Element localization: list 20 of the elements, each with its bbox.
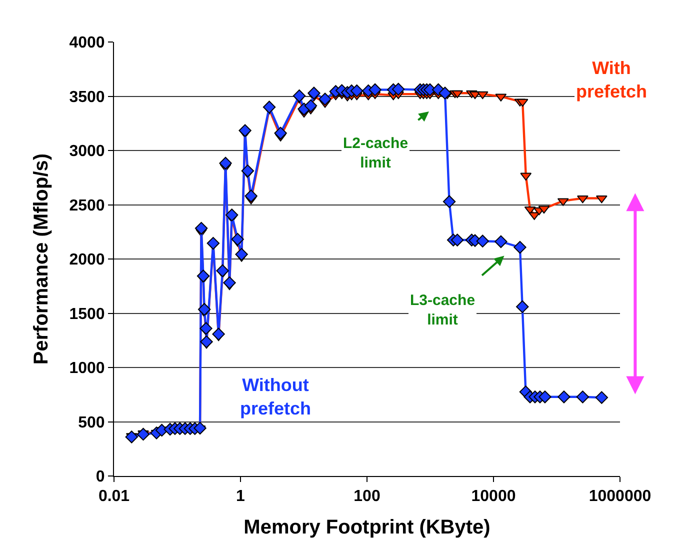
text: With prefetch xyxy=(576,58,648,102)
x-tick-label: 100 xyxy=(354,488,380,506)
y-axis-title: Performance (Mflop/s) xyxy=(30,153,53,365)
annotation: L2-cache limit xyxy=(343,135,408,172)
y-tick-label: 0 xyxy=(96,468,105,486)
y-tick-label: 4000 xyxy=(69,34,105,52)
annotation: L3-cache limit xyxy=(410,292,476,328)
y-tick-label: 3500 xyxy=(69,88,105,106)
x-tick-label: 0.01 xyxy=(98,488,130,506)
x-tick-label: 1 xyxy=(236,488,246,506)
x-tick-label: 10000 xyxy=(471,488,516,506)
y-tick-label: 2500 xyxy=(69,197,105,214)
x-tick-label: 1000000 xyxy=(588,488,652,506)
y-tick-label: 2000 xyxy=(69,252,105,269)
y-tick-label: 500 xyxy=(78,414,105,432)
x-axis-title: Memory Footprint (KByte) xyxy=(244,516,490,539)
y-tick-label: 3000 xyxy=(69,143,105,160)
y-tick-label: 1500 xyxy=(69,306,105,323)
y-tick-label: 1000 xyxy=(69,360,105,378)
series-label: Without prefetch xyxy=(240,375,312,418)
